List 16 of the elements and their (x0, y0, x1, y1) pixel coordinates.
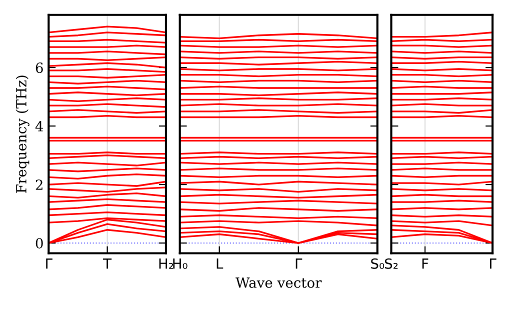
x-tick-label: T (103, 258, 112, 269)
x-tick-label: F (422, 258, 428, 269)
y-tick-label: 0 (36, 238, 43, 249)
x-tick-label: S₀ (371, 258, 384, 269)
x-tick-label: H₀ (173, 258, 188, 269)
y-axis-title: Frequency (THz) (16, 76, 30, 193)
y-tick-label: 6 (36, 62, 43, 74)
x-axis-title: Wave vector (236, 278, 322, 288)
x-tick-label: H₂ (159, 258, 174, 269)
x-tick-label: S₂ (384, 258, 398, 269)
x-tick-label: Γ (46, 258, 52, 269)
y-tick-label: 4 (35, 121, 44, 132)
x-tick-label: Γ (296, 258, 302, 269)
x-tick-label: Γ (490, 258, 496, 269)
y-tick-label: 2 (36, 180, 42, 190)
x-tick-label: L (216, 258, 224, 269)
